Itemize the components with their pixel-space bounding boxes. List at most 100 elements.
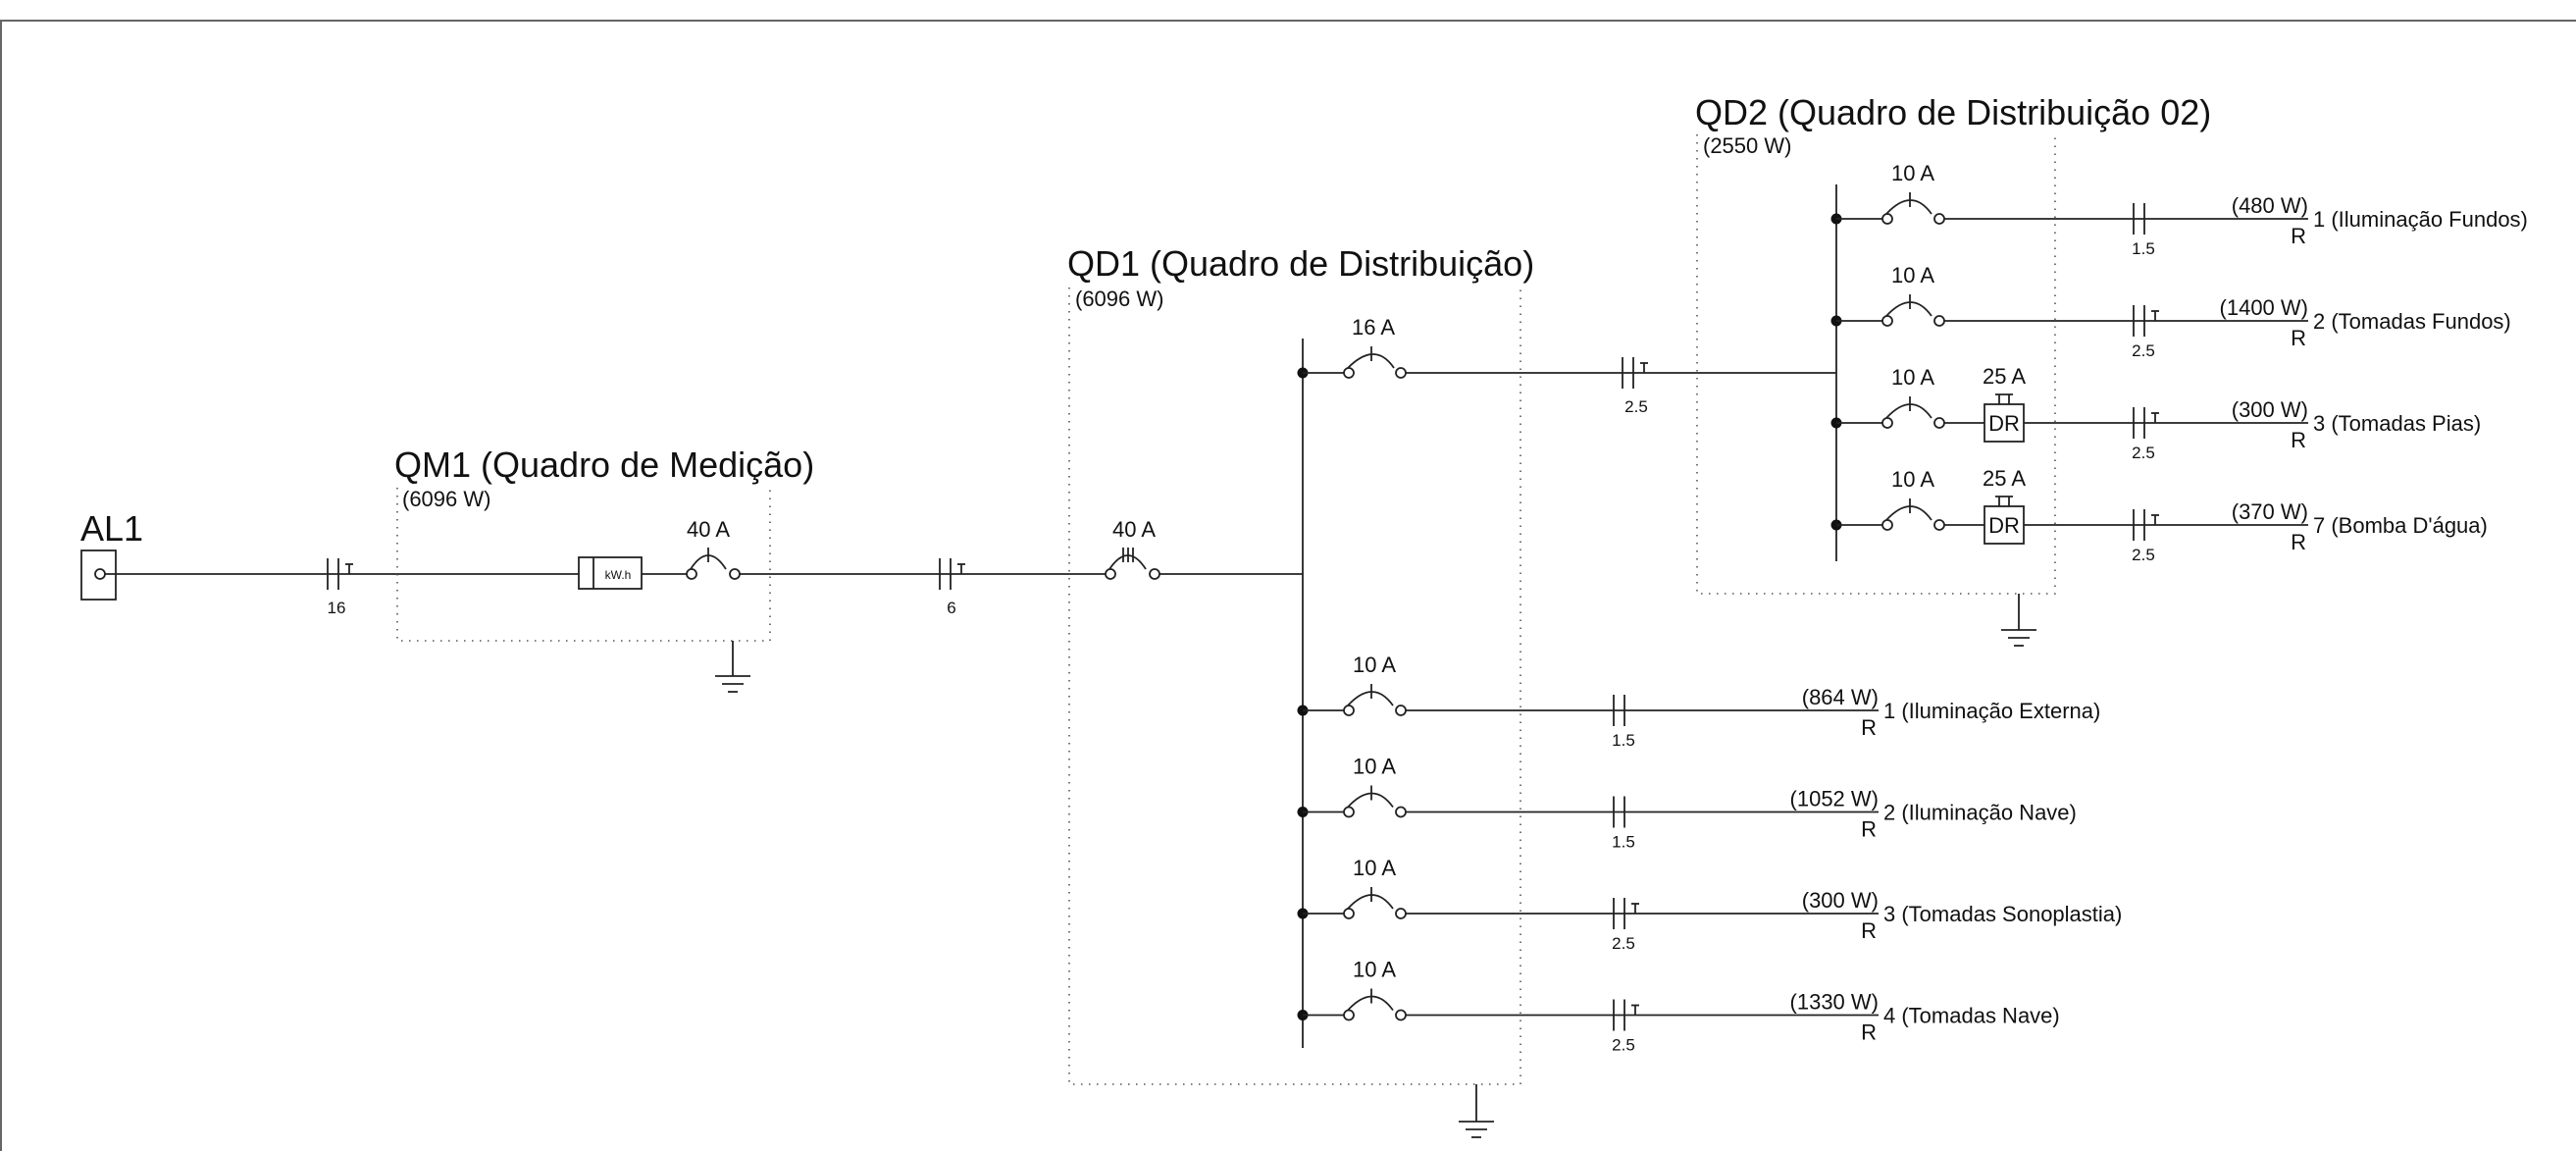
breaker-rating: 10 A (1353, 653, 1396, 677)
circuit-label: 3 (Tomadas Sonoplastia) (1883, 902, 2122, 926)
breaker-icon (1885, 403, 1932, 419)
panel-title: QD1 (Quadro de Distribuição) (1067, 243, 1534, 284)
panel-power: (6096 W) (402, 487, 490, 511)
breaker-rating: 10 A (1353, 755, 1396, 779)
circuit-label: 7 (Bomba D'água) (2313, 513, 2488, 538)
circuit-phase: R (1861, 715, 1877, 740)
circuit-row: 10 A DR 25 A 2.5 (370 W) R 7 (Bomba D'água) (1830, 466, 2488, 564)
breaker-rating: 10 A (1353, 856, 1396, 880)
circuit-row: 10 A 2.5 (1330 W) R4 (Tomadas Nave) (1297, 958, 2060, 1055)
breaker-terminal-icon (1395, 705, 1407, 716)
circuit-phase: R (2291, 428, 2306, 452)
ground-icon (2001, 594, 2036, 647)
qd2-circuit-list: 10 A1.5(480 W)R1 (Iluminação Fundos)10 A… (1830, 161, 2528, 564)
dr-device-icon (1984, 505, 2025, 545)
breaker-icon (1885, 301, 1932, 317)
breaker-rating: 10 A (1891, 263, 1934, 288)
breaker-terminal-icon (1933, 213, 1945, 225)
breaker-terminal-icon (1933, 417, 1945, 429)
supply-box (80, 549, 117, 601)
circuit-power: (1052 W) (1790, 787, 1879, 811)
drawing-frame (0, 20, 2576, 1151)
breaker-terminal-icon (1395, 1009, 1407, 1021)
circuit-label: 2 (Iluminação Nave) (1883, 801, 2077, 825)
breaker-rating: 40 A (687, 517, 730, 542)
panel-title: QM1 (Quadro de Medição) (394, 445, 814, 485)
circuit-power: (370 W) (2232, 499, 2308, 524)
breaker-icon (1347, 894, 1394, 910)
breaker-terminal-icon (1395, 806, 1407, 818)
panel-qd1: QD1 (Quadro de Distribuição) (6096 W) 40… (1067, 243, 2122, 1138)
circuit-phase: R (2291, 326, 2306, 350)
panel-qd2: QD2 (Quadro de Distribuição 02) (2550 W)… (1695, 92, 2528, 647)
feeder-gauge-label: 2.5 (1624, 397, 1648, 416)
dr-rating: 25 A (1983, 466, 2026, 491)
circuit-phase: R (1861, 817, 1877, 842)
circuit-power: (480 W) (2232, 193, 2308, 218)
cable-gauge-label: 1.5 (2132, 239, 2155, 258)
panel-power: (2550 W) (1703, 133, 1791, 158)
breaker-terminal-icon (1343, 705, 1355, 716)
main-breaker-rating: 40 A (1112, 517, 1156, 542)
circuit-row: 10 A 1.5 (480 W) R 1 (Iluminação Fundos) (1830, 161, 2528, 258)
breaker-terminal-icon (1343, 1009, 1355, 1021)
breaker-terminal-icon (1933, 519, 1945, 531)
circuit-row: 10 A 2.5 (1400 W) R 2 (Tomadas Fundos) (1830, 263, 2511, 360)
main-breaker-icon (1105, 548, 1160, 580)
breaker-terminal-icon (1395, 908, 1407, 919)
breaker-terminal-icon (1881, 519, 1893, 531)
breaker-rating: 10 A (1891, 365, 1934, 390)
circuit-phase: R (1861, 1020, 1877, 1045)
breaker-terminal-icon (1881, 213, 1893, 225)
cable-gauge-label: 1.5 (1612, 833, 1635, 852)
circuit-phase: R (1861, 918, 1877, 943)
circuit-power: (300 W) (2232, 397, 2308, 422)
cable-marker-service: 16 (327, 558, 353, 617)
dr-rating: 25 A (1983, 364, 2026, 389)
breaker-rating: 10 A (1891, 161, 1934, 185)
breaker-icon (1347, 995, 1394, 1012)
breaker-icon (1885, 505, 1932, 521)
breaker-terminal-icon (1343, 908, 1355, 919)
feeder-qd2: 16 A 2.5 (1297, 315, 1836, 416)
breaker-icon (1347, 792, 1394, 809)
cable-marker-feeder: 6 (939, 558, 965, 617)
circuit-power: (300 W) (1802, 888, 1879, 913)
circuit-phase: R (2291, 530, 2306, 554)
ground-icon (1459, 1084, 1494, 1138)
circuit-power: (864 W) (1802, 685, 1879, 709)
dr-device-icon (1984, 403, 2025, 443)
energy-meter-icon (578, 556, 643, 590)
breaker-icon (1885, 199, 1932, 215)
breaker-terminal-icon (1881, 315, 1893, 327)
circuit-power: (1400 W) (2220, 295, 2308, 320)
source-label: AL1 (80, 508, 143, 549)
cable-gauge-label: 2.5 (2132, 341, 2155, 360)
breaker-terminal-icon (1933, 315, 1945, 327)
circuit-row: 10 A DR 25 A 2.5 (300 W) R 3 (Tomadas Pias) (1830, 364, 2481, 462)
cable-gauge-label: 16 (328, 599, 346, 617)
feeder-breaker-rating: 16 A (1352, 315, 1395, 340)
panel-qm1: QM1 (Quadro de Medição) (6096 W) kW.h 40… (394, 445, 1106, 693)
qd1-circuit-list: 10 A1.5(864 W)R1 (Iluminação Externa)10 … (1297, 653, 2122, 1055)
panel-power: (6096 W) (1075, 287, 1163, 311)
circuit-row: 10 A 1.5 (864 W) R1 (Iluminação Externa) (1297, 653, 2100, 750)
breaker-rating: 10 A (1353, 958, 1396, 982)
circuit-power: (1330 W) (1790, 990, 1879, 1015)
cable-gauge-label: 2.5 (1612, 934, 1635, 953)
circuit-label: 2 (Tomadas Fundos) (2313, 309, 2511, 334)
circuit-row: 10 A 2.5 (300 W) R3 (Tomadas Sonoplastia) (1297, 856, 2122, 953)
circuit-label: 1 (Iluminação Fundos) (2313, 207, 2528, 232)
cable-gauge-label: 2.5 (2132, 444, 2155, 462)
meter-label: kW.h (605, 568, 632, 582)
circuit-phase: R (2291, 224, 2306, 248)
panel-title: QD2 (Quadro de Distribuição 02) (1695, 92, 2211, 132)
circuit-label: 3 (Tomadas Pias) (2313, 411, 2481, 436)
source-al1: AL1 (80, 508, 579, 601)
circuit-label: 1 (Iluminação Externa) (1883, 699, 2100, 723)
cable-gauge-label: 6 (947, 599, 955, 617)
dr-label: DR (1988, 411, 2020, 436)
circuit-row: 10 A 1.5 (1052 W) R2 (Iluminação Nave) (1297, 755, 2077, 852)
dr-label: DR (1988, 513, 2020, 538)
